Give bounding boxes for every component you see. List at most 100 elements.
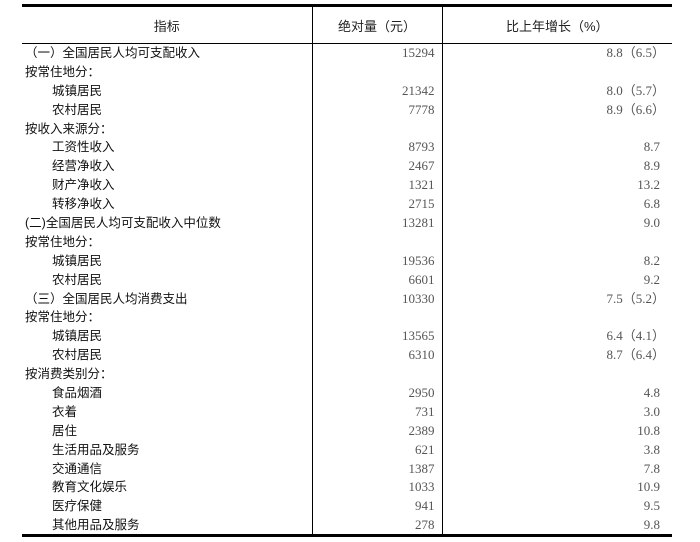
row-value: 1387 [311,459,442,478]
row-growth: 6.8 [441,194,672,214]
header-growth: 比上年增长（%） [441,5,672,44]
table-row: 农村居民 6601 9.2 [22,270,672,290]
row-label: 按消费类别分： [25,367,113,382]
table-row: 按消费类别分： [22,364,672,384]
row-growth [441,62,672,82]
row-growth [441,232,672,252]
table-row: 城镇居民 13565 6.4（4.1） [22,326,672,346]
table-row: 居住 2389 10.8 [22,421,672,441]
row-growth: 9.2 [441,270,672,290]
table-row: 城镇居民 21342 8.0（5.7） [22,81,672,101]
row-value: 7778 [311,100,442,120]
row-label: 经营净收入 [52,159,115,174]
row-growth [441,119,672,138]
row-growth: 8.2 [441,251,672,271]
row-value: 21342 [311,81,442,101]
table-row: (二)全国居民人均可支配收入中位数 13281 9.0 [22,213,672,233]
row-growth: 7.5（5.2） [441,289,672,308]
row-value: 6601 [311,270,442,290]
row-value: 8793 [311,137,442,157]
table-row: 农村居民 7778 8.9（6.6） [22,100,672,120]
row-value [311,232,442,252]
row-growth: 8.7（6.4） [441,345,672,365]
row-growth: 6.4（4.1） [441,326,672,346]
row-label: 食品烟酒 [52,385,103,400]
table-row: （一）全国居民人均可支配收入 15294 8.8（6.5） [22,43,672,63]
row-growth [441,364,672,384]
income-expenditure-table: 指标 绝对量（元） 比上年增长（%） （一）全国居民人均可支配收入 15294 8.… [22,4,672,537]
row-label: 转移净收入 [52,197,115,212]
table-row: 按常住地分： [22,307,672,327]
table-row: 衣着 731 3.0 [22,402,672,422]
row-label: 农村居民 [52,272,103,287]
row-growth: 8.9（6.6） [441,100,672,120]
row-label: 按常住地分： [25,234,101,249]
row-value: 2950 [311,383,442,403]
row-value [311,364,442,384]
row-value: 13565 [311,326,442,346]
row-label: 农村居民 [52,102,103,117]
row-label: 衣着 [52,404,78,419]
row-growth: 9.8 [441,515,672,536]
row-value: 621 [311,440,442,460]
row-label: 工资性收入 [52,140,115,155]
row-growth [441,307,672,327]
row-growth: 9.5 [441,496,672,516]
row-growth: 9.0 [441,213,672,233]
table-row: （三）全国居民人均消费支出 10330 7.5（5.2） [22,289,672,308]
table-row: 经营净收入 2467 8.9 [22,156,672,176]
table-row: 城镇居民 19536 8.2 [22,251,672,271]
row-label: 按收入来源分： [25,121,113,136]
table-row: 教育文化娱乐 1033 10.9 [22,477,672,497]
table-header-row: 指标 绝对量（元） 比上年增长（%） [22,5,672,44]
row-label: （一）全国居民人均可支配收入 [25,46,201,61]
row-value [311,307,442,327]
row-label: 医疗保健 [52,499,103,514]
row-growth: 13.2 [441,175,672,195]
row-label: 财产净收入 [52,178,115,193]
table-row: 按收入来源分： [22,119,672,138]
table-row: 按常住地分： [22,62,672,82]
row-value: 13281 [311,213,442,233]
row-label: 其他用品及服务 [52,517,140,532]
row-label: 交通通信 [52,461,103,476]
row-label: 城镇居民 [52,253,103,268]
table-row: 财产净收入 1321 13.2 [22,175,672,195]
row-label: 城镇居民 [52,83,103,98]
row-value: 19536 [311,251,442,271]
row-growth: 10.9 [441,477,672,497]
row-value: 941 [311,496,442,516]
row-label: （三）全国居民人均消费支出 [25,291,188,306]
row-value: 15294 [311,43,442,63]
row-label: 按常住地分： [25,64,101,79]
table-row: 工资性收入 8793 8.7 [22,137,672,157]
table-row: 其他用品及服务 278 9.8 [22,515,672,536]
row-label: 按常住地分： [25,310,101,325]
row-value: 2389 [311,421,442,441]
row-growth: 3.0 [441,402,672,422]
row-label: 教育文化娱乐 [52,480,128,495]
row-value: 10330 [311,289,442,308]
row-growth: 7.8 [441,459,672,478]
row-value: 731 [311,402,442,422]
row-value: 2467 [311,156,442,176]
row-value [311,62,442,82]
row-growth: 8.9 [441,156,672,176]
table-row: 医疗保健 941 9.5 [22,496,672,516]
row-growth: 3.8 [441,440,672,460]
row-value: 278 [311,515,442,536]
row-growth: 8.8（6.5） [441,43,672,63]
row-label: 农村居民 [52,348,103,363]
table-row: 交通通信 1387 7.8 [22,459,672,478]
header-absolute-amount: 绝对量（元） [311,5,442,44]
row-growth: 8.0（5.7） [441,81,672,101]
row-label: (二)全国居民人均可支配收入中位数 [25,215,221,230]
row-label: 城镇居民 [52,329,103,344]
table-row: 转移净收入 2715 6.8 [22,194,672,214]
table-row: 按常住地分： [22,232,672,252]
row-value: 2715 [311,194,442,214]
row-value [311,119,442,138]
table-row: 食品烟酒 2950 4.8 [22,383,672,403]
row-growth: 4.8 [441,383,672,403]
row-growth: 10.8 [441,421,672,441]
